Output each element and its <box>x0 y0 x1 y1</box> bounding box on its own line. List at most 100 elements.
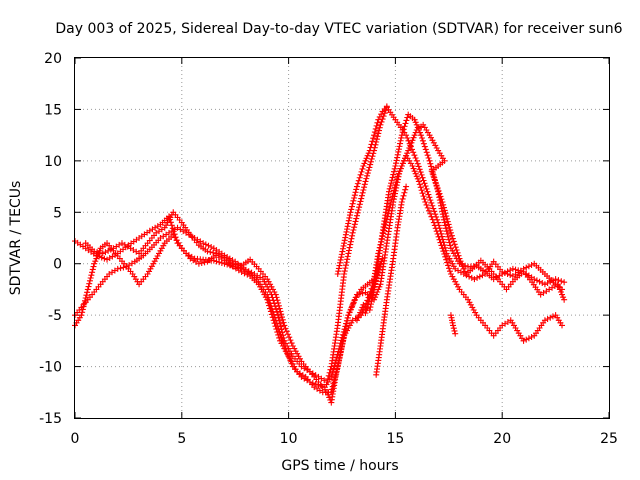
data-point-marker <box>341 328 348 335</box>
data-point-marker <box>205 242 212 249</box>
data-point-marker <box>417 169 424 176</box>
data-point-marker <box>422 199 429 205</box>
series-track-8 <box>334 103 390 277</box>
data-point-marker <box>366 164 373 171</box>
data-point-marker <box>351 192 358 199</box>
data-point-marker <box>376 244 383 251</box>
data-point-marker <box>342 262 349 269</box>
data-point-marker <box>429 216 436 223</box>
data-point-marker <box>549 277 556 284</box>
data-point-marker <box>428 163 435 170</box>
data-point-marker <box>409 163 416 169</box>
data-point-marker <box>346 212 353 219</box>
data-point-marker <box>107 246 114 253</box>
data-point-marker <box>432 225 439 232</box>
data-point-marker <box>105 247 112 254</box>
data-point-marker <box>418 132 425 139</box>
data-point-marker <box>403 183 410 190</box>
data-point-marker <box>397 140 404 147</box>
data-point-marker <box>424 204 431 211</box>
data-point-marker <box>394 151 401 158</box>
data-point-marker <box>415 163 422 170</box>
data-point-marker <box>439 211 446 218</box>
data-point-marker <box>383 216 390 223</box>
data-point-marker <box>352 218 359 225</box>
data-point-marker <box>286 334 293 341</box>
data-point-marker <box>147 265 154 272</box>
data-point-marker <box>362 178 369 185</box>
data-point-marker <box>403 152 410 159</box>
data-point-marker <box>461 268 468 275</box>
data-point-marker <box>419 190 426 197</box>
data-point-marker <box>336 357 343 364</box>
data-point-marker <box>552 276 559 283</box>
plot-frame <box>74 57 610 419</box>
data-point-marker <box>279 316 286 323</box>
data-point-marker <box>275 299 282 306</box>
data-point-marker <box>420 140 427 147</box>
data-point-marker <box>358 192 365 199</box>
data-point-marker <box>347 209 354 216</box>
data-point-marker <box>372 278 379 285</box>
data-point-marker <box>433 182 440 189</box>
data-point-marker <box>536 278 543 285</box>
data-point-marker <box>85 283 92 290</box>
data-point-marker <box>394 154 401 161</box>
data-point-marker <box>342 231 349 238</box>
data-point-marker <box>268 311 275 318</box>
data-point-marker <box>390 168 397 175</box>
y-tick-label: 5 <box>53 205 62 221</box>
data-point-marker <box>422 183 429 190</box>
data-point-marker <box>558 278 565 285</box>
data-point-marker <box>446 239 453 246</box>
data-point-marker <box>390 187 397 194</box>
data-point-marker <box>361 184 368 191</box>
data-point-marker <box>353 212 360 219</box>
data-point-marker <box>395 170 402 177</box>
data-point-marker <box>241 270 248 277</box>
data-point-marker <box>353 186 360 193</box>
data-point-marker <box>350 227 357 233</box>
data-point-marker <box>351 221 358 228</box>
data-point-marker <box>289 343 296 349</box>
y-axis-label: SDTVAR / TECUs <box>8 181 24 296</box>
data-point-marker <box>272 291 279 298</box>
data-point-marker <box>342 326 349 333</box>
data-point-marker <box>267 281 274 288</box>
data-point-marker <box>151 258 158 265</box>
data-point-marker <box>165 217 172 223</box>
data-point-marker <box>430 139 437 146</box>
data-point-marker <box>343 320 350 327</box>
data-point-marker <box>255 281 262 288</box>
data-point-marker <box>442 210 449 217</box>
data-point-marker <box>363 175 370 182</box>
data-point-marker <box>429 137 436 144</box>
data-point-marker <box>208 244 215 250</box>
data-point-marker <box>264 276 271 283</box>
data-point-marker <box>426 132 433 139</box>
data-point-marker <box>265 278 272 285</box>
data-point-marker <box>451 327 458 334</box>
data-point-marker <box>445 253 452 259</box>
data-point-marker <box>378 236 385 243</box>
data-point-marker <box>367 161 374 168</box>
data-point-marker <box>352 189 359 196</box>
data-point-marker <box>403 117 410 124</box>
data-point-marker <box>476 273 483 280</box>
data-point-marker <box>266 302 273 309</box>
data-point-marker <box>414 124 421 131</box>
data-point-marker <box>452 330 459 337</box>
data-point-marker <box>150 260 157 267</box>
data-point-marker <box>86 277 93 284</box>
data-point-marker <box>401 189 408 196</box>
data-point-marker <box>392 163 399 169</box>
series-track-6 <box>373 183 410 378</box>
data-point-marker <box>389 174 396 181</box>
data-point-marker <box>431 176 438 183</box>
data-point-marker <box>449 247 456 254</box>
data-point-marker <box>438 196 445 203</box>
data-point-marker <box>357 309 364 316</box>
y-tick-label: 15 <box>44 102 62 118</box>
data-point-marker <box>365 301 372 308</box>
data-point-marker <box>344 226 351 233</box>
